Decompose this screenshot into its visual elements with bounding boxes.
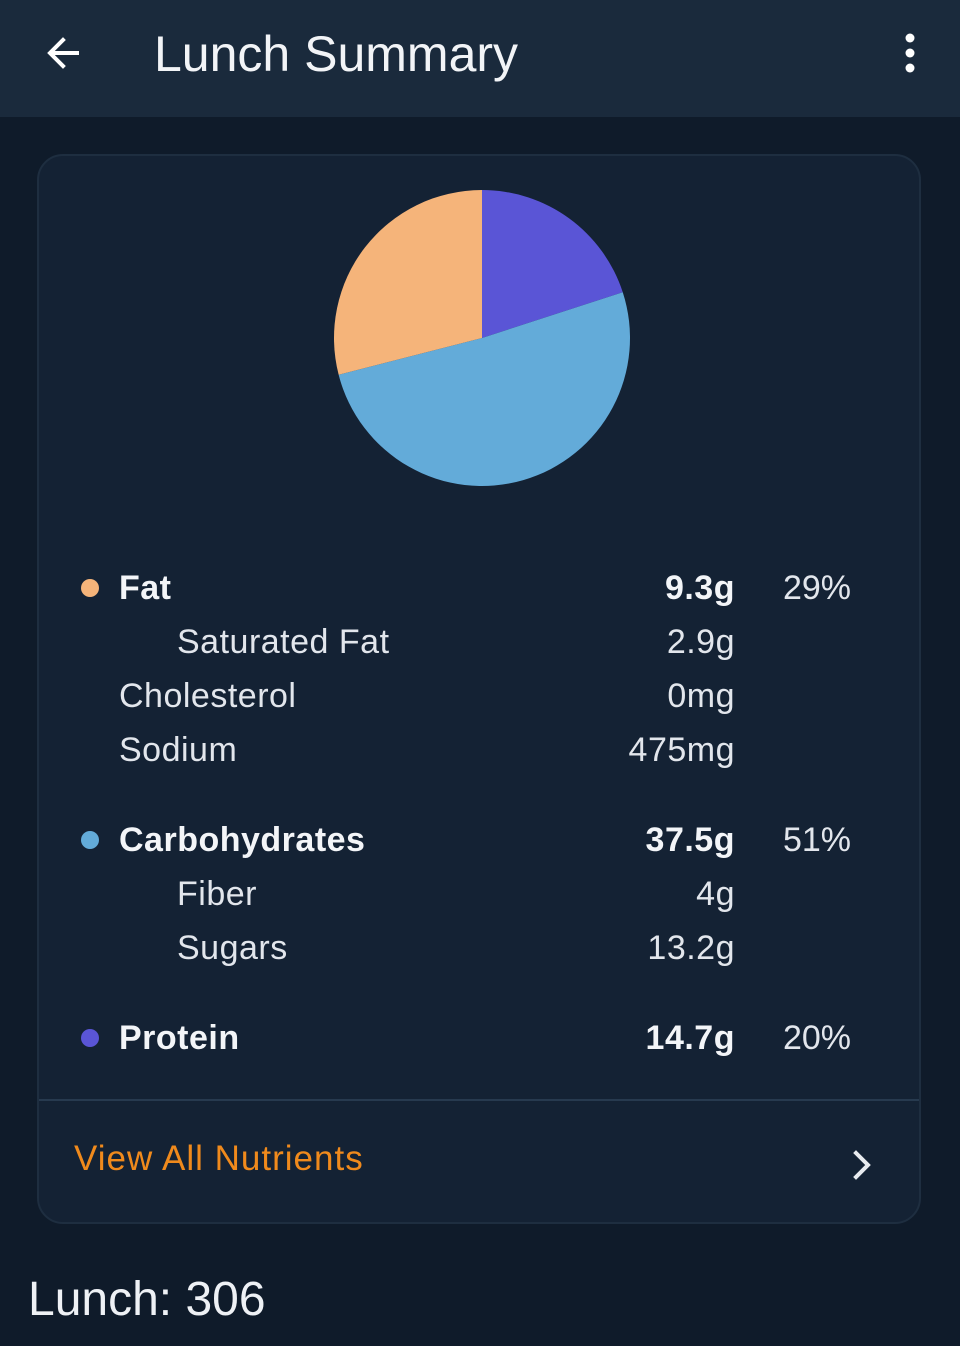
- fat-label: Fat: [119, 569, 172, 607]
- nutrient-row-carbohydrates: Carbohydrates 37.5g 51%: [39, 818, 919, 862]
- protein-percent: 20%: [782, 1019, 851, 1057]
- protein-legend-dot: [81, 1029, 99, 1047]
- chevron-right-icon: [853, 1150, 871, 1180]
- view-all-nutrients-button[interactable]: View All Nutrients: [39, 1101, 919, 1222]
- nutrient-row-fat: Fat 9.3g 29%: [39, 566, 919, 610]
- carbohydrates-percent: 51%: [782, 821, 851, 859]
- lunch-calorie-total: Lunch: 306: [28, 1273, 266, 1326]
- cholesterol-amount: 0mg: [667, 677, 735, 715]
- view-all-nutrients-label: View All Nutrients: [74, 1139, 364, 1178]
- more-options-button[interactable]: [880, 20, 940, 86]
- protein-label: Protein: [119, 1019, 240, 1057]
- carbohydrates-legend-dot: [81, 831, 99, 849]
- pie-slice-protein: [482, 190, 623, 338]
- nutrient-row-saturated-fat: Saturated Fat 2.9g: [39, 620, 919, 664]
- sugars-label: Sugars: [177, 929, 288, 967]
- sodium-label: Sodium: [119, 731, 238, 769]
- nutrient-row-sugars: Sugars 13.2g: [39, 926, 919, 970]
- back-button[interactable]: [30, 20, 96, 86]
- macronutrient-pie-chart: [334, 190, 630, 486]
- fat-legend-dot: [81, 579, 99, 597]
- sodium-amount: 475mg: [628, 731, 735, 769]
- fiber-amount: 4g: [696, 875, 735, 913]
- arrow-left-icon: [47, 37, 79, 69]
- page-title: Lunch Summary: [154, 26, 519, 82]
- fiber-label: Fiber: [177, 875, 257, 913]
- more-vertical-icon: [905, 33, 915, 73]
- card-divider: [39, 1099, 919, 1101]
- pie-slice-carbohydrates: [338, 292, 630, 486]
- nutrient-row-fiber: Fiber 4g: [39, 872, 919, 916]
- protein-amount: 14.7g: [645, 1019, 735, 1057]
- carbohydrates-amount: 37.5g: [645, 821, 735, 859]
- pie-slice-fat: [334, 190, 482, 375]
- nutrient-row-sodium: Sodium 475mg: [39, 728, 919, 772]
- saturated-fat-label: Saturated Fat: [177, 623, 390, 661]
- nutrient-row-protein: Protein 14.7g 20%: [39, 1016, 919, 1060]
- saturated-fat-amount: 2.9g: [666, 623, 735, 661]
- nutrition-summary-card: Fat 9.3g 29% Saturated Fat 2.9g Choleste…: [37, 154, 921, 1224]
- nutrient-row-cholesterol: Cholesterol 0mg: [39, 674, 919, 718]
- fat-amount: 9.3g: [664, 569, 735, 607]
- fat-percent: 29%: [782, 569, 851, 607]
- cholesterol-label: Cholesterol: [119, 677, 297, 715]
- app-bar: Lunch Summary: [0, 0, 960, 117]
- carbohydrates-label: Carbohydrates: [119, 821, 366, 859]
- sugars-amount: 13.2g: [647, 929, 735, 967]
